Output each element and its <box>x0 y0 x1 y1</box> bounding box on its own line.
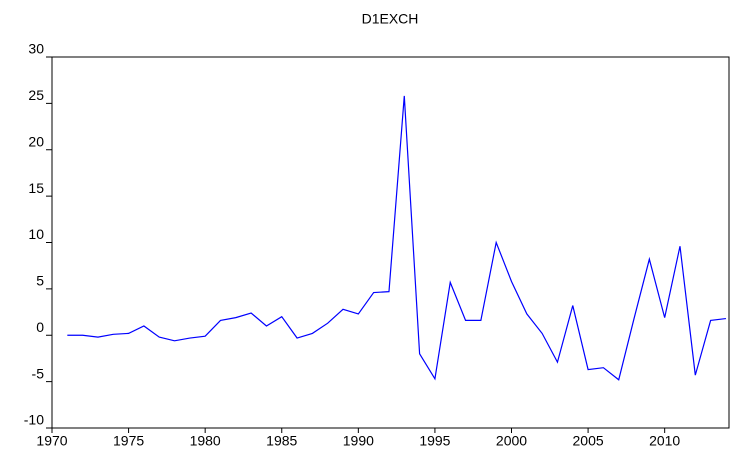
x-tick-label: 2010 <box>649 433 680 449</box>
line-series <box>67 95 727 381</box>
y-tick-label: 10 <box>28 226 44 242</box>
x-tick-label: 1990 <box>343 433 374 449</box>
y-tick-label: -10 <box>24 412 44 428</box>
x-tick-label: 1985 <box>266 433 297 449</box>
y-tick-label: 0 <box>36 319 44 335</box>
x-tick-label: 1995 <box>419 433 450 449</box>
y-tick-label: 15 <box>28 180 44 196</box>
y-tick-label: -5 <box>32 365 45 381</box>
x-tick-label: 1980 <box>190 433 221 449</box>
x-tick-label: 1970 <box>36 433 67 449</box>
x-tick-label: 2005 <box>573 433 604 449</box>
y-tick-label: 25 <box>28 87 44 103</box>
y-tick-label: 20 <box>28 133 44 149</box>
chart-title: D1EXCH <box>362 11 419 27</box>
y-tick-label: 30 <box>28 41 44 57</box>
x-tick-label: 2000 <box>496 433 527 449</box>
plot-frame <box>51 56 730 429</box>
x-tick-label: 1975 <box>113 433 144 449</box>
y-tick-label: 5 <box>36 273 44 289</box>
